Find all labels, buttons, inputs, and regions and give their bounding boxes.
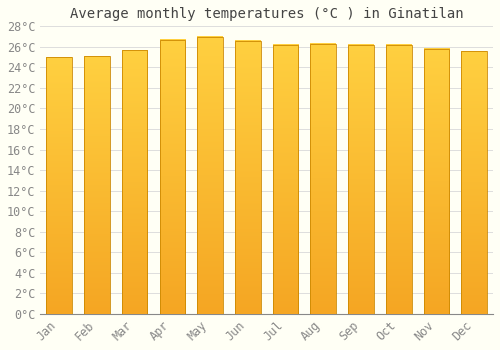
- Bar: [462, 51, 487, 314]
- Bar: [122, 50, 148, 314]
- Bar: [272, 45, 298, 314]
- Bar: [348, 45, 374, 314]
- Bar: [386, 45, 411, 314]
- Title: Average monthly temperatures (°C ) in Ginatilan: Average monthly temperatures (°C ) in Gi…: [70, 7, 464, 21]
- Bar: [424, 49, 450, 314]
- Bar: [160, 40, 185, 314]
- Bar: [310, 44, 336, 314]
- Bar: [235, 41, 260, 314]
- Bar: [198, 36, 223, 314]
- Bar: [84, 56, 110, 314]
- Bar: [46, 57, 72, 314]
